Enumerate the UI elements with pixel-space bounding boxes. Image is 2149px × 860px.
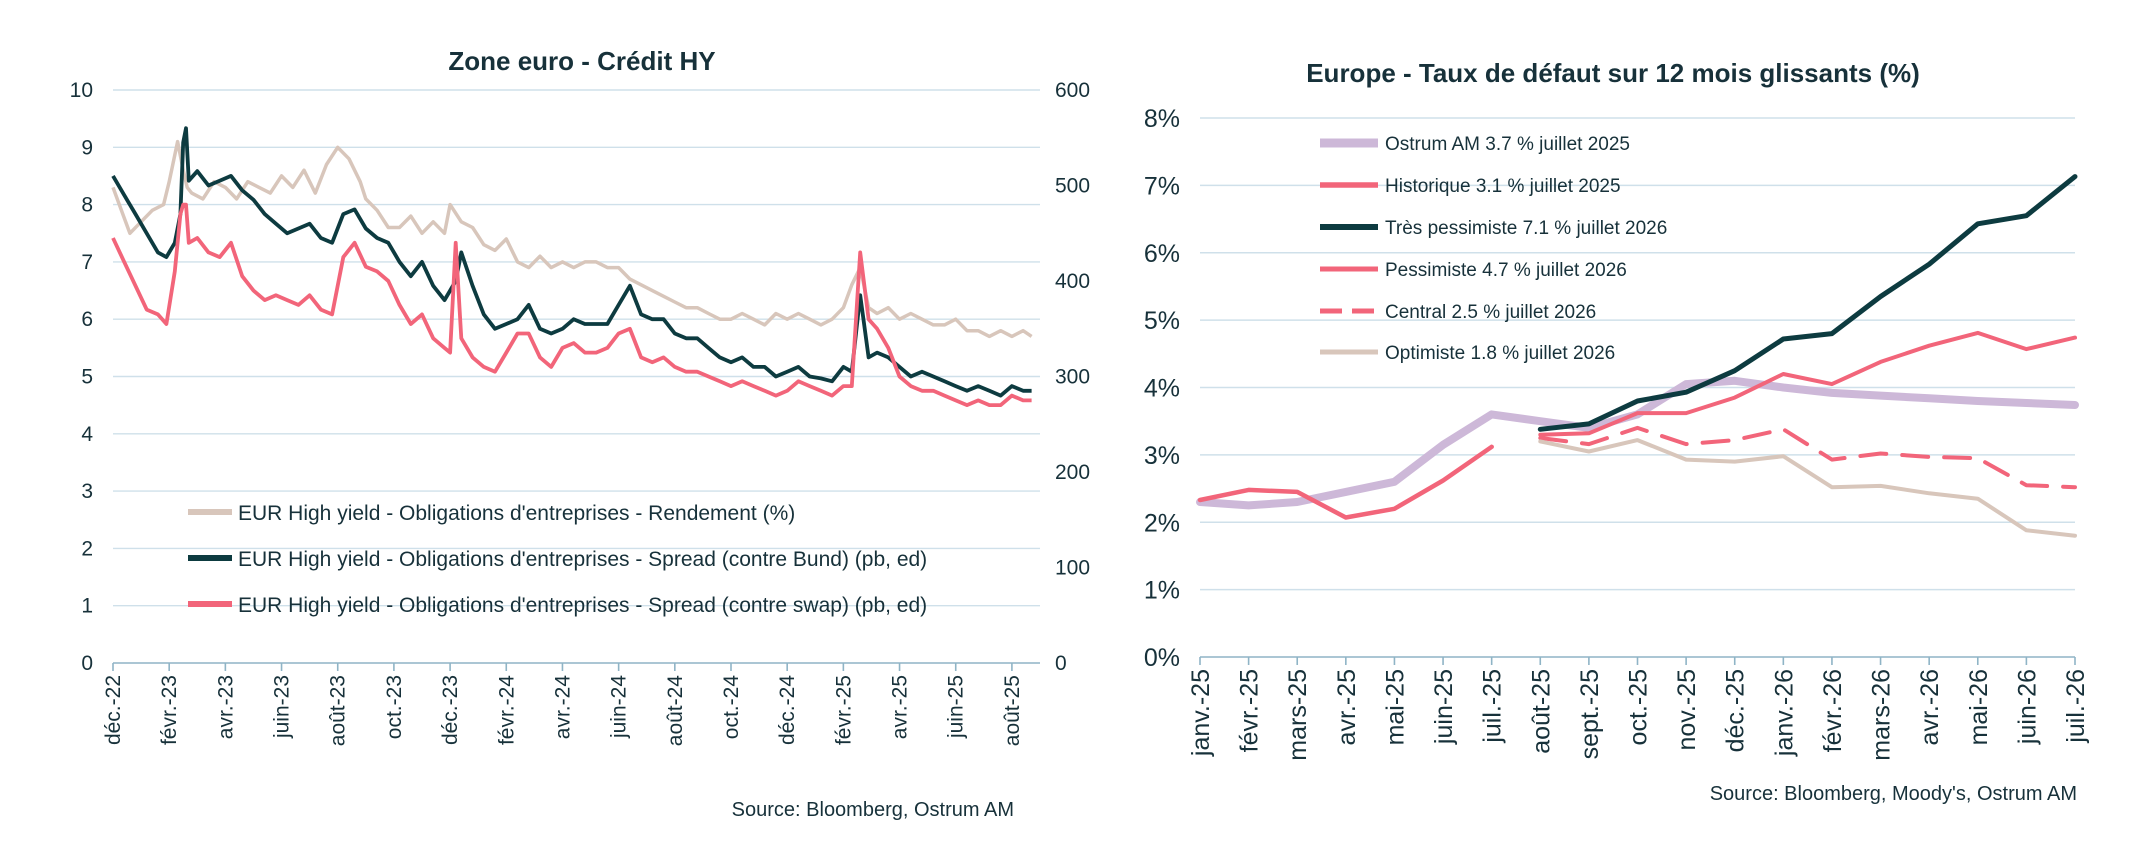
right-series-line-2 [1197,444,1494,520]
left-y-tick-label: 4 [81,423,93,446]
left-y2-tick-label: 600 [1055,79,1090,102]
right-x-tick-label: juil.-25 [1479,669,1507,744]
right-series-line-3 [1537,174,2078,432]
right-x-tick-label: déc.-25 [1722,669,1750,752]
left-series-line-2 [111,126,1032,398]
left-x-tick-label: déc.-23 [439,675,462,745]
left-series-line-3 [111,202,1032,408]
left-x-tick-label: févr.-25 [832,675,855,745]
left-x-tick-label: oct.-24 [720,675,743,740]
right-x-tick-label: juin-26 [2013,669,2041,745]
left-y-tick-label: 7 [81,251,93,274]
right-series-line-5 [1538,425,2077,490]
left-secondary-y-axis-ticks: 0 100 200 300 400 500 600 [1055,79,1090,675]
left-legend-label: EUR High yield - Obligations d'entrepris… [238,548,927,571]
left-y-tick-label: 1 [81,595,93,618]
left-x-tick-label: févr.-24 [495,675,518,745]
right-x-tick-label: mars-26 [1868,669,1896,761]
right-y-tick-label: 2% [1144,509,1180,537]
right-x-tick-label: avr.-25 [1333,669,1361,745]
left-y-axis-ticks: 0 1 2 3 4 5 6 7 8 9 10 [70,79,94,675]
left-y2-tick-label: 200 [1055,461,1090,484]
left-x-tick-label: déc.-22 [102,675,125,745]
right-x-tick-label: oct.-25 [1625,669,1653,745]
right-y-tick-label: 5% [1144,307,1180,335]
right-legend-label: Optimiste 1.8 % juillet 2026 [1385,343,1615,364]
left-y-tick-label: 5 [81,366,93,389]
right-y-tick-label: 0% [1144,644,1180,672]
right-x-tick-label: févr.-25 [1236,669,1264,752]
left-x-tick-label: août-24 [664,675,687,747]
right-series-line-6 [1538,438,2077,538]
right-x-tick-label: avr.-26 [1916,669,1944,745]
left-chart-source: Source: Bloomberg, Ostrum AM [732,799,1014,821]
right-y-tick-label: 6% [1144,240,1180,268]
right-legend-label: Central 2.5 % juillet 2026 [1385,302,1596,323]
left-x-axis-ticks: déc.-22 févr.-23 avr.-23 juin-23 août-23 oct.… [102,663,1024,746]
left-y-tick-label: 2 [81,537,93,560]
left-y-tick-label: 6 [81,308,93,331]
left-legend-label: EUR High yield - Obligations d'entrepris… [238,502,795,525]
right-legend-label: Pessimiste 4.7 % juillet 2026 [1385,260,1627,281]
right-series-lines [1196,174,2079,538]
right-y-tick-label: 1% [1144,577,1180,605]
left-chart-credit-hy: Zone euro - Crédit HY 0 1 2 3 4 5 6 7 8 9 10 0 100 2… [70,46,1090,821]
right-y-axis-ticks: 0% 1% 2% 3% 4% 5% 6% 7% 8% [1144,105,1180,672]
left-y2-tick-label: 300 [1055,366,1090,389]
right-chart-source: Source: Bloomberg, Moody's, Ostrum AM [1710,783,2077,805]
left-y-tick-label: 10 [70,79,93,102]
right-x-tick-label: janv.-25 [1187,669,1215,757]
left-series-line-1 [111,139,1033,339]
left-y2-tick-label: 500 [1055,175,1090,198]
left-series-lines [111,126,1033,408]
left-x-tick-label: déc.-24 [776,675,799,745]
right-y-tick-label: 7% [1144,172,1180,200]
right-x-tick-label: févr.-26 [1819,669,1847,752]
right-x-tick-label: janv.-26 [1770,669,1798,757]
left-x-tick-label: avr.-25 [889,675,912,739]
left-x-tick-label: févr.-23 [158,675,181,745]
left-gridlines [113,89,1040,664]
right-x-tick-label: mars-25 [1284,669,1312,761]
right-legend: Ostrum AM 3.7 % juillet 2025 Historique 3… [1320,134,1667,364]
right-x-tick-label: juin-25 [1430,669,1458,745]
left-x-tick-label: avr.-23 [214,675,237,739]
right-x-tick-label: août-25 [1527,669,1555,754]
left-y2-tick-label: 100 [1055,557,1090,580]
left-x-tick-label: juin-24 [608,675,631,739]
right-series-line-4 [1538,330,2077,437]
right-gridlines [1200,117,2075,658]
right-legend-label: Ostrum AM 3.7 % juillet 2025 [1385,134,1630,155]
left-chart-title: Zone euro - Crédit HY [448,46,715,76]
right-y-tick-label: 8% [1144,105,1180,133]
left-y2-tick-label: 0 [1055,652,1067,675]
left-y-tick-label: 0 [81,652,93,675]
right-chart-default-rate: Europe - Taux de défaut sur 12 mois glis… [1144,58,2090,805]
left-legend-label: EUR High yield - Obligations d'entrepris… [238,594,927,617]
left-x-tick-label: juin-23 [271,675,294,739]
left-y-tick-label: 3 [81,480,93,503]
right-x-tick-label: sept.-25 [1576,669,1604,759]
left-x-tick-label: août-25 [1001,675,1024,746]
right-y-tick-label: 3% [1144,442,1180,470]
left-y-tick-label: 8 [81,194,93,217]
right-legend-label: Historique 3.1 % juillet 2025 [1385,176,1621,197]
left-y-tick-label: 9 [81,136,93,159]
right-x-tick-label: mai-25 [1381,669,1409,745]
right-x-axis-ticks: janv.-25 févr.-25 mars-25 avr.-25 mai-25 juin… [1187,657,2090,761]
right-x-tick-label: juil.-26 [2062,669,2090,744]
left-x-tick-label: août-23 [327,675,350,746]
left-legend: EUR High yield - Obligations d'entrepris… [188,502,927,617]
left-x-tick-label: oct.-23 [383,675,406,739]
left-x-tick-label: juin-25 [945,675,968,739]
right-y-tick-label: 4% [1144,375,1180,403]
right-chart-title: Europe - Taux de défaut sur 12 mois glis… [1306,58,1920,88]
right-x-tick-label: mai-26 [1965,669,1993,745]
right-x-tick-label: nov.-25 [1673,669,1701,751]
right-legend-label: Très pessimiste 7.1 % juillet 2026 [1385,218,1667,239]
left-x-tick-label: avr.-24 [551,675,574,740]
left-y2-tick-label: 400 [1055,270,1090,293]
